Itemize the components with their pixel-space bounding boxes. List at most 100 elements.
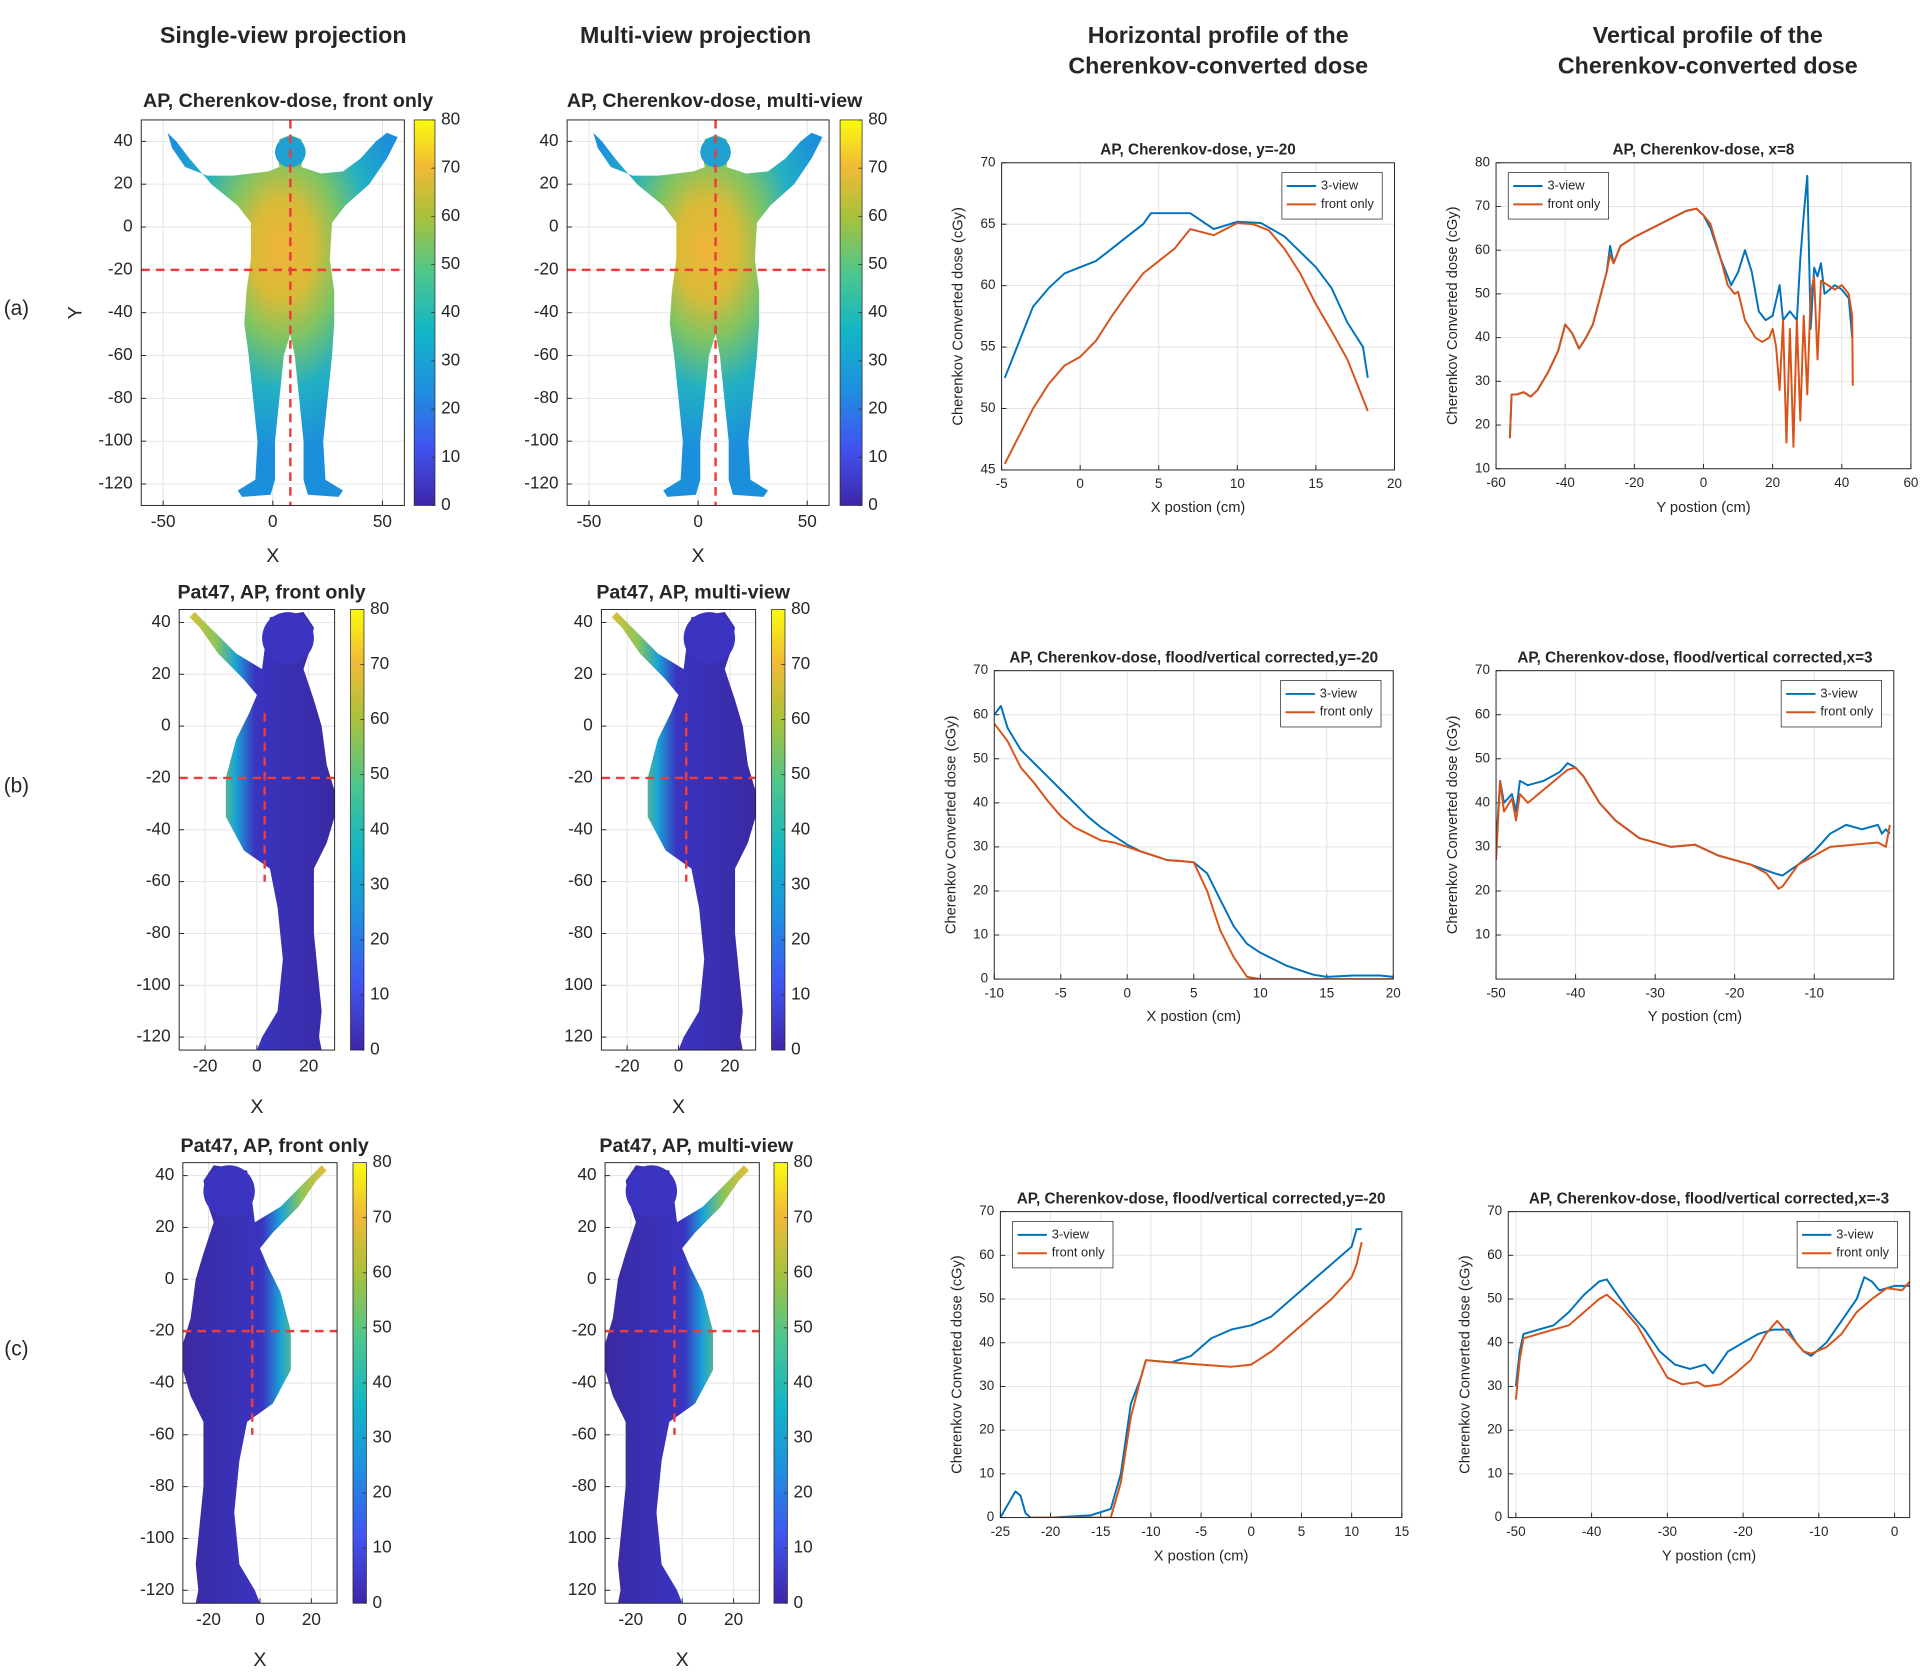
y-tick-label: -40: [108, 301, 133, 321]
chart-title: AP, Cherenkov-dose, front only: [143, 90, 433, 112]
x-axis-label: X: [253, 1649, 266, 1671]
chart-title: AP, Cherenkov-dose, multi-view: [567, 90, 863, 112]
axes-frame: [600, 608, 757, 1051]
axes-frame: [999, 1211, 1403, 1519]
axes-frame: [182, 1162, 338, 1604]
x-tick-label: 60: [1903, 475, 1918, 490]
y-tick-label: 40: [1475, 794, 1490, 809]
y-tick-label: 30: [973, 838, 988, 853]
x-tick-label: -20: [1725, 985, 1744, 1000]
plot-area: [1514, 1276, 1910, 1400]
colorbar-tick-label: 10: [868, 446, 887, 466]
colorbar-tick-label: 80: [791, 598, 810, 618]
y-tick-label: 60: [1475, 706, 1490, 721]
y-tick-label: -40: [146, 818, 171, 838]
y-tick-label: 20: [1487, 1422, 1502, 1437]
axes-frame: [1495, 162, 1912, 470]
y-tick-label: 50: [1487, 1291, 1502, 1306]
x-tick-label: 0: [252, 1056, 262, 1076]
y-tick-label: 0: [981, 971, 988, 986]
y-tick-label: 60: [1487, 1247, 1502, 1262]
chart-title: AP, Cherenkov-dose, flood/vertical corre…: [1517, 649, 1872, 666]
y-tick-label: 10: [1475, 460, 1490, 475]
x-tick-label: 20: [720, 1056, 739, 1076]
colorbar-tick-label: 50: [441, 253, 460, 273]
colorbar-tick-label: 20: [794, 1482, 813, 1502]
plot-area: [1508, 174, 1854, 448]
colorbar-tick-label: 10: [441, 446, 460, 466]
colorbar-tick-label: 30: [794, 1427, 813, 1447]
y-tick-label: 50: [981, 400, 996, 415]
x-tick-label: -20: [618, 1609, 643, 1629]
colorbar-tick-label: 10: [370, 984, 389, 1004]
y-axis-label: Y: [65, 306, 87, 319]
y-tick-label: -40: [150, 1371, 175, 1391]
x-tick-label: -15: [1091, 1524, 1110, 1539]
series-line: [994, 722, 1394, 980]
plot-area: [1000, 1228, 1363, 1518]
chart-title: AP, Cherenkov-dose, x=8: [1613, 142, 1795, 159]
x-tick-label: 5: [1190, 985, 1197, 1000]
axes-frame: [604, 1162, 760, 1604]
plot-area: [605, 1165, 760, 1604]
y-axis-label: Cherenkov Converted dose (cGy): [1445, 206, 1461, 425]
x-tick-label: 5: [1155, 476, 1162, 491]
body-projection: [605, 1165, 750, 1604]
y-tick-label: 0: [549, 216, 559, 236]
y-tick-label: 0: [165, 1268, 175, 1288]
y-tick-label: -120: [140, 1579, 174, 1599]
y-tick-label: 0: [587, 1268, 597, 1288]
y-tick-label: -100: [140, 1527, 174, 1547]
colorbar-tick-label: 70: [794, 1206, 813, 1226]
colorbar-tick-label: 30: [791, 873, 810, 893]
colorbar-tick-label: 70: [373, 1206, 392, 1226]
colorbar-tick-label: 30: [373, 1427, 392, 1447]
colorbar-tick-label: 0: [791, 1039, 801, 1059]
colorbar-tick-label: 60: [370, 708, 389, 728]
y-tick-label: 70: [1487, 1203, 1502, 1218]
y-tick-label: 30: [1487, 1378, 1502, 1393]
x-tick-label: 50: [798, 511, 817, 531]
y-tick-label: 60: [979, 1247, 994, 1262]
x-tick-label: -50: [1486, 985, 1505, 1000]
legend-label: 3-view: [1836, 1226, 1874, 1241]
colorbar-tick-label: 0: [794, 1592, 804, 1612]
x-tick-label: 20: [1765, 475, 1780, 490]
y-tick-label: 40: [152, 611, 171, 631]
y-tick-label: -120: [136, 1026, 170, 1046]
legend: [1012, 1221, 1114, 1269]
y-tick-label: -40: [572, 1371, 597, 1391]
axes-frame: [1495, 670, 1895, 980]
legend: [1281, 172, 1383, 220]
series-line: [1030, 1241, 1363, 1518]
x-tick-label: 0: [1891, 1524, 1898, 1539]
colorbar-tick-label: 10: [373, 1537, 392, 1557]
x-tick-label: 20: [1387, 476, 1402, 491]
series-line: [1514, 1276, 1910, 1387]
x-tick-label: 0: [268, 511, 278, 531]
y-axis-label: Cherenkov Converted dose (cGy): [951, 207, 967, 426]
x-axis-label: X: [676, 1649, 689, 1671]
y-tick-label: 20: [1475, 883, 1490, 898]
x-axis-label: X: [266, 545, 279, 567]
y-tick-label: 20: [540, 173, 559, 193]
plot-area: [601, 612, 756, 1051]
x-tick-label: -5: [1055, 985, 1067, 1000]
y-tick-label: 55: [981, 339, 996, 354]
y-tick-label: 20: [574, 663, 593, 683]
y-tick-label: 120: [564, 1026, 593, 1046]
colorbar-tick-label: 40: [370, 818, 389, 838]
column-header: Multi-view projection: [580, 22, 811, 48]
y-tick-label: -60: [534, 344, 559, 364]
y-tick-label: 20: [114, 173, 133, 193]
x-tick-label: -40: [1555, 475, 1574, 490]
x-tick-label: -10: [1805, 985, 1824, 1000]
x-axis-label: Y postion (cm): [1662, 1549, 1756, 1565]
colorbar-tick-label: 40: [868, 301, 887, 321]
colorbar-tick-label: 10: [791, 984, 810, 1004]
legend-label: front only: [1836, 1245, 1889, 1260]
y-tick-label: 0: [583, 715, 593, 735]
axes-frame: [140, 119, 405, 506]
column-header: Single-view projection: [160, 22, 407, 48]
